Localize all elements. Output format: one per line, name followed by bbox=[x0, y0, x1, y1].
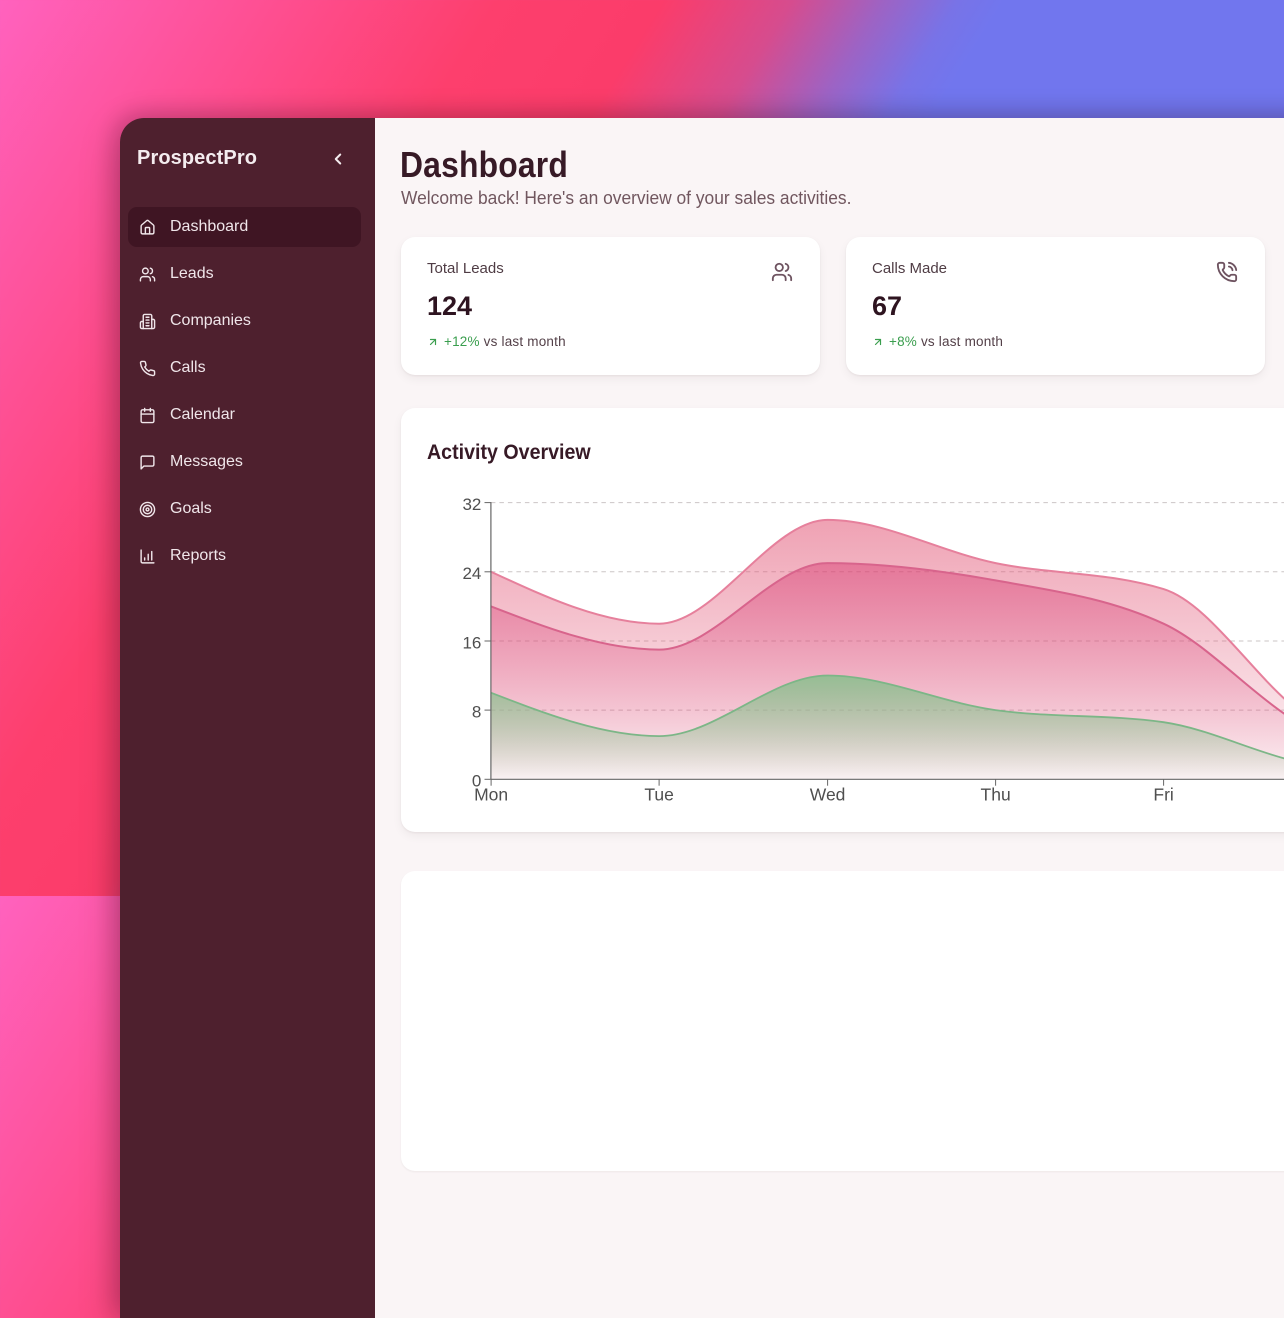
svg-text:8: 8 bbox=[472, 703, 481, 722]
svg-text:16: 16 bbox=[462, 633, 481, 652]
svg-text:Fri: Fri bbox=[1153, 784, 1173, 804]
svg-text:Wed: Wed bbox=[810, 784, 846, 804]
svg-text:24: 24 bbox=[462, 564, 481, 583]
svg-text:Tue: Tue bbox=[644, 784, 674, 804]
svg-text:Mon: Mon bbox=[474, 784, 508, 804]
svg-text:Thu: Thu bbox=[981, 784, 1011, 804]
svg-text:0: 0 bbox=[472, 772, 481, 791]
svg-text:32: 32 bbox=[462, 495, 481, 514]
